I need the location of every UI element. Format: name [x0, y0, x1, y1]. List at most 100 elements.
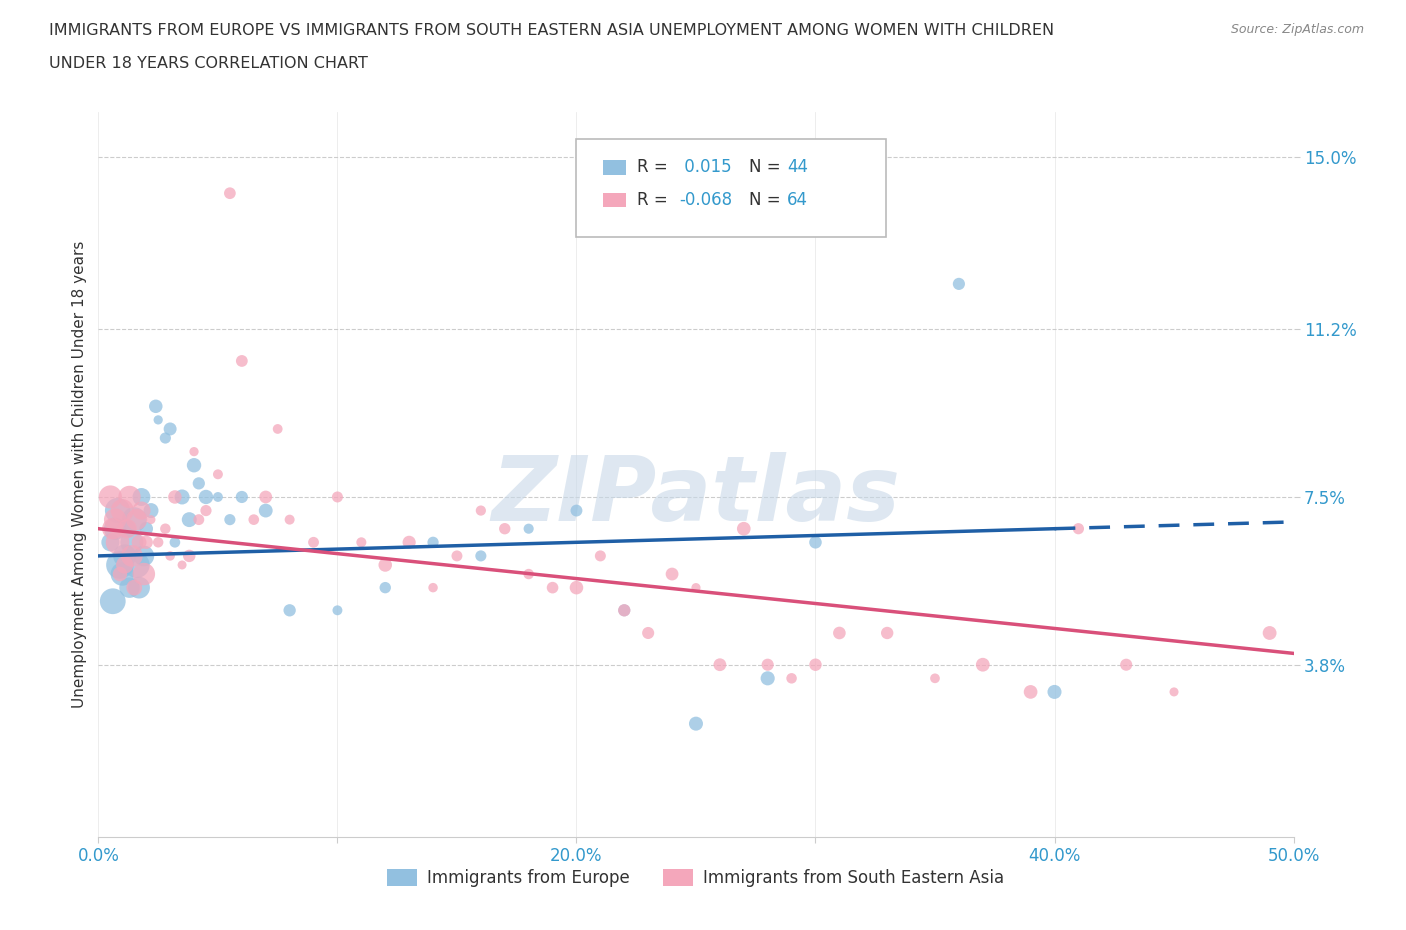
Point	[98, 535, 122, 550]
Point	[207, 467, 229, 482]
Point	[1258, 626, 1281, 641]
Point	[104, 512, 127, 527]
Point	[111, 566, 134, 581]
Point	[398, 535, 420, 550]
Text: IMMIGRANTS FROM EUROPE VS IMMIGRANTS FROM SOUTH EASTERN ASIA UNEMPLOYMENT AMONG : IMMIGRANTS FROM EUROPE VS IMMIGRANTS FRO…	[49, 23, 1054, 38]
Point	[446, 549, 468, 564]
Point	[733, 521, 755, 536]
Point	[565, 580, 588, 595]
Point	[124, 580, 146, 595]
Point	[924, 671, 946, 685]
Point	[159, 421, 181, 436]
Point	[125, 512, 148, 527]
Point	[709, 658, 731, 672]
Point	[172, 489, 194, 504]
Point	[115, 521, 138, 536]
Point	[155, 521, 177, 536]
Point	[183, 458, 205, 472]
Text: 0.015: 0.015	[679, 158, 731, 177]
Point	[541, 580, 564, 595]
Point	[135, 535, 157, 550]
Point	[470, 549, 492, 564]
Point	[494, 521, 516, 536]
Point	[111, 503, 134, 518]
Point	[121, 549, 143, 564]
Point	[326, 603, 349, 618]
Point	[139, 503, 162, 518]
Point	[661, 566, 683, 581]
Point	[1115, 658, 1137, 672]
Point	[195, 489, 218, 504]
Point	[278, 512, 301, 527]
Text: Source: ZipAtlas.com: Source: ZipAtlas.com	[1230, 23, 1364, 36]
Text: R =: R =	[637, 191, 673, 209]
Point	[374, 558, 396, 573]
Text: N =: N =	[749, 158, 786, 177]
Y-axis label: Unemployment Among Women with Children Under 18 years: Unemployment Among Women with Children U…	[72, 241, 87, 708]
Point	[118, 489, 141, 504]
Point	[517, 521, 540, 536]
Point	[132, 566, 155, 581]
Legend: Immigrants from Europe, Immigrants from South Eastern Asia: Immigrants from Europe, Immigrants from …	[381, 862, 1011, 894]
Point	[804, 535, 827, 550]
Point	[115, 521, 138, 536]
Point	[422, 535, 444, 550]
Point	[148, 413, 170, 428]
Point	[613, 603, 636, 618]
Point	[131, 503, 153, 518]
Point	[128, 580, 150, 595]
Text: N =: N =	[749, 191, 786, 209]
Point	[101, 594, 124, 609]
Point	[172, 558, 194, 573]
Point	[101, 521, 124, 536]
Point	[231, 353, 253, 368]
Point	[350, 535, 373, 550]
Point	[187, 512, 209, 527]
Point	[183, 445, 205, 459]
Point	[1043, 684, 1066, 699]
Text: ZIPatlas: ZIPatlas	[492, 452, 900, 540]
Point	[207, 489, 229, 504]
Point	[159, 549, 181, 564]
Point	[685, 716, 707, 731]
Point	[163, 535, 186, 550]
Point	[107, 535, 129, 550]
Point	[756, 658, 779, 672]
Point	[195, 503, 218, 518]
Point	[1067, 521, 1090, 536]
Point	[1163, 684, 1185, 699]
Point	[148, 535, 170, 550]
Text: UNDER 18 YEARS CORRELATION CHART: UNDER 18 YEARS CORRELATION CHART	[49, 56, 368, 71]
Point	[804, 658, 827, 672]
Point	[219, 186, 242, 201]
Point	[219, 512, 242, 527]
Point	[132, 549, 155, 564]
Point	[267, 421, 290, 436]
Point	[131, 489, 153, 504]
Point	[517, 566, 540, 581]
Point	[1019, 684, 1042, 699]
Point	[948, 276, 970, 291]
Point	[104, 521, 127, 536]
Point	[114, 549, 136, 564]
Point	[179, 549, 201, 564]
Point	[145, 399, 167, 414]
Point	[125, 558, 148, 573]
Point	[374, 580, 396, 595]
Point	[780, 671, 803, 685]
Point	[756, 671, 779, 685]
Point	[613, 603, 636, 618]
Point	[685, 580, 707, 595]
Point	[128, 535, 150, 550]
Point	[163, 489, 186, 504]
Point	[470, 503, 492, 518]
Text: -0.068: -0.068	[679, 191, 733, 209]
Point	[637, 626, 659, 641]
Point	[589, 549, 612, 564]
Point	[231, 489, 253, 504]
Point	[828, 626, 851, 641]
Point	[108, 558, 131, 573]
Point	[108, 566, 131, 581]
Point	[278, 603, 301, 618]
Point	[243, 512, 266, 527]
